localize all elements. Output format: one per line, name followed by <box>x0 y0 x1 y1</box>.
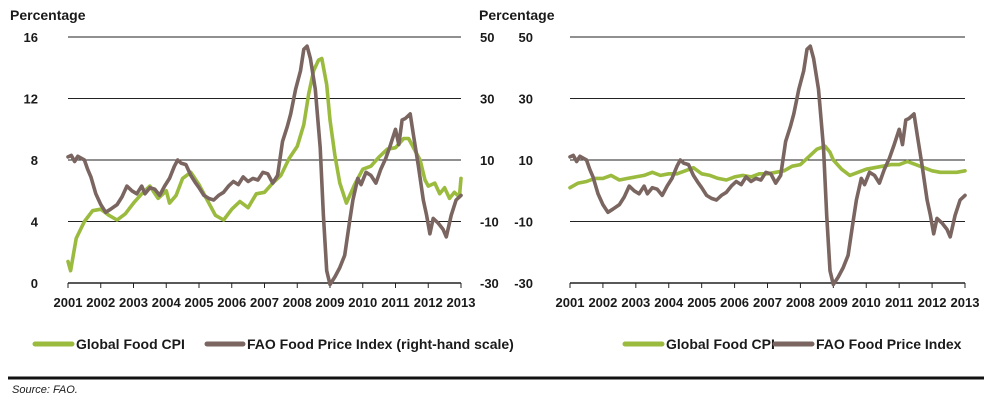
right-panel-axis-label: Percentage <box>479 7 555 23</box>
y-tick-label: 12 <box>24 92 38 107</box>
legend-label-global-food-cpi-2: Global Food CPI <box>666 336 775 352</box>
x-tick-label: 2009 <box>316 295 345 310</box>
y-tick-label: -10 <box>514 215 533 230</box>
x-tick-label: 2011 <box>381 295 409 310</box>
x-tick-label: 2013 <box>447 295 476 310</box>
left-panel-left-axis-label: Percentage <box>10 7 86 23</box>
legend-label-fao-food-price-index-2: FAO Food Price Index <box>816 336 962 352</box>
left-panel-legend: Global Food CPI FAO Food Price Index (ri… <box>32 336 514 352</box>
left-panel: Percentage 0 -30 4 -10 8 10 12 30 16 50 2001 2002 20… <box>10 7 499 310</box>
y-tick-label: 8 <box>31 153 38 168</box>
x-tick-label: 2010 <box>348 295 377 310</box>
x-tick-label: 2003 <box>119 295 148 310</box>
x-tick-label: 2008 <box>786 295 815 310</box>
x-tick-label: 2001 <box>54 295 83 310</box>
y-tick-label: 4 <box>31 215 39 230</box>
x-tick-label: 2011 <box>885 295 913 310</box>
legend-label-global-food-cpi: Global Food CPI <box>76 336 185 352</box>
x-tick-label: 2005 <box>185 295 214 310</box>
y-tick-label: 10 <box>519 153 533 168</box>
x-tick-label: 2008 <box>283 295 312 310</box>
legend-label-fao-food-price-index: FAO Food Price Index (right-hand scale) <box>247 336 514 352</box>
x-tick-label: 2006 <box>720 295 749 310</box>
series-line-global-food-cpi <box>66 56 463 273</box>
x-tick-label: 2012 <box>918 295 947 310</box>
y-tick-label: 16 <box>24 30 38 45</box>
x-tick-label: 2010 <box>852 295 881 310</box>
x-tick-label: 2007 <box>250 295 279 310</box>
y-tick-label: 50 <box>519 30 533 45</box>
series-line-fao-food-price-index <box>568 44 967 287</box>
x-tick-label: 2007 <box>753 295 782 310</box>
x-tick-label: 2005 <box>687 295 716 310</box>
y-right-tick-label: 50 <box>480 30 494 45</box>
x-tick-label: 2009 <box>819 295 848 310</box>
y-tick-label: -30 <box>514 276 533 291</box>
right-panel-legend: Global Food CPI FAO Food Price Index <box>622 336 962 352</box>
x-tick-label: 2004 <box>654 295 684 310</box>
x-tick-label: 2002 <box>86 295 115 310</box>
x-tick-label: 2006 <box>217 295 246 310</box>
x-tick-label: 2001 <box>556 295 585 310</box>
y-tick-label: 30 <box>519 92 533 107</box>
x-tick-label: 2003 <box>621 295 650 310</box>
series-line-fao-food-price-index <box>66 44 463 287</box>
source-note: Source: FAO. <box>12 384 78 396</box>
series-line-global-food-cpi <box>568 144 967 190</box>
x-tick-label: 2012 <box>414 295 443 310</box>
x-tick-label: 2002 <box>588 295 617 310</box>
x-tick-label: 2004 <box>152 295 182 310</box>
y-right-tick-label: 10 <box>480 153 494 168</box>
y-right-tick-label: -10 <box>480 215 499 230</box>
x-tick-label: 2013 <box>951 295 980 310</box>
y-tick-label: 0 <box>31 276 38 291</box>
y-right-tick-label: 30 <box>480 92 494 107</box>
y-right-tick-label: -30 <box>480 276 499 291</box>
